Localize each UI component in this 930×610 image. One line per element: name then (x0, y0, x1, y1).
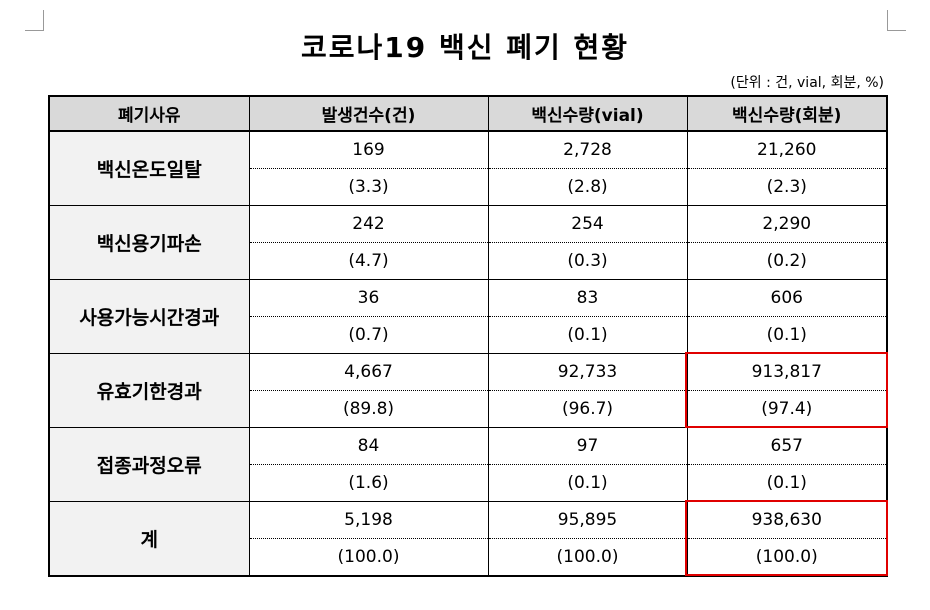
value-row: 백신온도일탈 169 2,728 21,260 (48, 130, 888, 206)
share-cell: (0.1) (686, 464, 888, 502)
share-cell: (0.1) (487, 464, 688, 502)
row-label: 유효기한경과 (48, 353, 250, 428)
value-row: 사용가능시간경과 36 83 606 (48, 279, 888, 354)
share-cell: (0.1) (487, 316, 688, 354)
share-cell: (4.7) (248, 242, 489, 280)
share-cell: (0.3) (487, 242, 688, 280)
share-cell: (100.0) (686, 538, 888, 577)
highlight-box (685, 500, 888, 576)
share-row: (3.3) (2.8) (2.3) (49, 168, 888, 206)
title: 코로나19 백신 폐기 현황 (300, 31, 630, 64)
highlight-box (685, 352, 888, 428)
value-cell: 4,667 (248, 353, 489, 391)
share-row: (100.0) (100.0) (100.0) (49, 538, 888, 577)
header-row: 폐기사유 발생건수(건) 백신수량(vial) 백신수량(회분) (48, 95, 888, 132)
value-cell: 5,198 (248, 501, 489, 539)
share-cell: (0.7) (248, 316, 489, 354)
value-cell: 606 (686, 279, 888, 317)
value-cell: 2,290 (686, 205, 888, 243)
share-row: (1.6) (0.1) (0.1) (49, 464, 888, 502)
value-cell: 169 (248, 130, 489, 169)
row-label: 계 (48, 501, 250, 577)
value-row: 계 5,198 95,895 938,630 (48, 501, 888, 577)
value-cell: 938,630 (686, 501, 888, 539)
corner-mark (887, 30, 906, 31)
value-cell: 254 (487, 205, 688, 243)
value-row: 백신용기파손 242 254 2,290 (48, 205, 888, 280)
share-cell: (100.0) (487, 538, 688, 577)
value-cell: 21,260 (686, 130, 888, 169)
table: 폐기사유 발생건수(건) 백신수량(vial) 백신수량(회분) 백신온도일탈 169 2,… (48, 95, 888, 577)
share-cell: (89.8) (248, 390, 489, 428)
share-cell: (0.2) (686, 242, 888, 280)
row-label: 접종과정오류 (48, 427, 250, 502)
value-cell: 657 (686, 427, 888, 465)
value-cell: 95,895 (487, 501, 688, 539)
value-cell: 2,728 (487, 130, 688, 169)
row-label: 백신용기파손 (48, 205, 250, 280)
value-cell: 36 (248, 279, 489, 317)
share-cell: (2.3) (686, 168, 888, 206)
row-label: 백신온도일탈 (48, 130, 250, 206)
column-header: 발생건수(건) (248, 95, 489, 132)
corner-mark (887, 10, 888, 30)
corner-mark (43, 10, 44, 30)
share-cell: (2.8) (487, 168, 688, 206)
unit-note: (단위 : 건, vial, 회분, %) (730, 75, 884, 91)
share-cell: (3.3) (248, 168, 489, 206)
row-label: 사용가능시간경과 (48, 279, 250, 354)
share-cell: (100.0) (248, 538, 489, 577)
column-header: 폐기사유 (48, 95, 250, 132)
value-row: 접종과정오류 84 97 657 (48, 427, 888, 502)
value-cell: 242 (248, 205, 489, 243)
share-cell: (0.1) (686, 316, 888, 354)
share-cell: (1.6) (248, 464, 489, 502)
value-cell: 92,733 (487, 353, 688, 391)
share-cell: (96.7) (487, 390, 688, 428)
column-header: 백신수량(vial) (487, 95, 688, 132)
corner-mark (25, 30, 44, 31)
value-cell: 97 (487, 427, 688, 465)
value-cell: 84 (248, 427, 489, 465)
share-row: (0.7) (0.1) (0.1) (49, 316, 888, 354)
column-header: 백신수량(회분) (686, 95, 888, 132)
value-cell: 83 (487, 279, 688, 317)
